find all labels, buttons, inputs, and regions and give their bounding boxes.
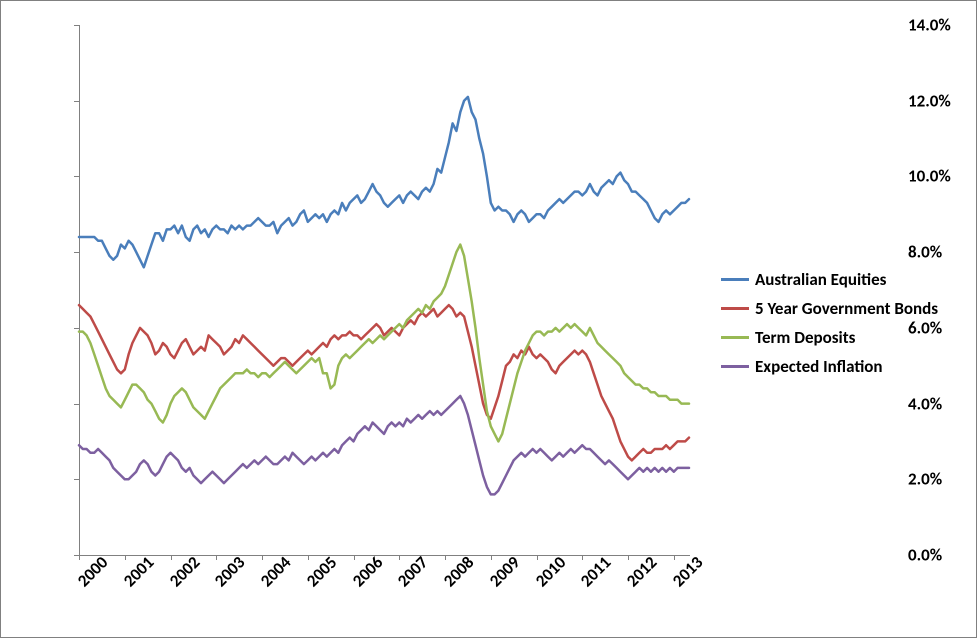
legend-item: 5 Year Government Bonds	[721, 298, 938, 319]
legend-swatch	[721, 365, 749, 368]
legend-item: Australian Equities	[721, 269, 938, 290]
chart-frame: 0.0%2.0%4.0%6.0%8.0%10.0%12.0%14.0% 2000…	[0, 0, 977, 638]
legend-label: Australian Equities	[755, 269, 886, 290]
legend-swatch	[721, 278, 749, 281]
legend-swatch	[721, 336, 749, 339]
series-line	[79, 245, 689, 442]
legend-item: Term Deposits	[721, 327, 938, 348]
legend-label: 5 Year Government Bonds	[755, 298, 938, 319]
series-line	[79, 396, 689, 494]
series-line	[79, 305, 689, 460]
legend-label: Term Deposits	[755, 327, 855, 348]
series-line	[79, 97, 689, 267]
legend-swatch	[721, 307, 749, 310]
legend-item: Expected Inflation	[721, 356, 938, 377]
legend-label: Expected Inflation	[755, 356, 883, 377]
legend: Australian Equities 5 Year Government Bon…	[721, 261, 938, 385]
